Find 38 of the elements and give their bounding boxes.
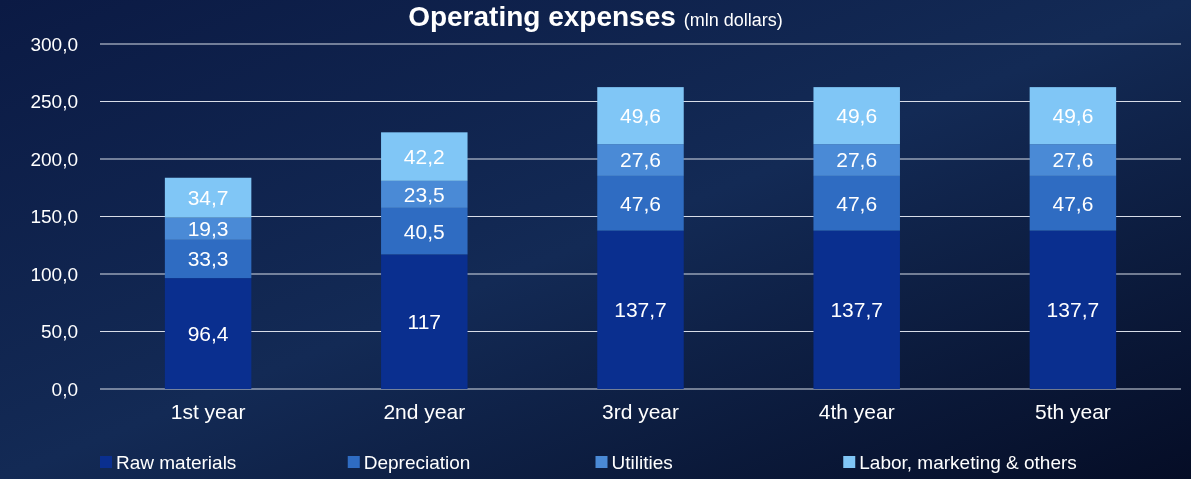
- legend-label: Depreciation: [363, 451, 471, 473]
- data-label: 49,6: [836, 103, 878, 127]
- data-label: 49,6: [1052, 103, 1094, 127]
- data-label: 27,6: [1052, 148, 1094, 172]
- y-tick-label: 0,0: [51, 378, 78, 400]
- chart-subtitle: (mln dollars): [683, 10, 783, 30]
- data-label: 117: [407, 310, 442, 334]
- x-tick-label: 1st year: [170, 400, 246, 423]
- y-tick-label: 100,0: [30, 263, 78, 285]
- data-label: 40,5: [403, 219, 445, 243]
- legend-label: Raw materials: [116, 451, 237, 473]
- data-label: 96,4: [187, 321, 229, 345]
- legend-label: Labor, marketing & others: [859, 451, 1077, 473]
- y-tick-label: 300,0: [30, 33, 78, 55]
- data-label: 47,6: [836, 191, 878, 215]
- data-label: 47,6: [620, 191, 661, 215]
- x-tick-label: 3rd year: [601, 400, 680, 423]
- data-label: 137,7: [614, 298, 667, 322]
- data-label: 137,7: [1046, 298, 1100, 322]
- x-tick-label: 2nd year: [383, 400, 466, 423]
- data-label: 27,6: [836, 148, 878, 172]
- chart-title: Operating expenses: [408, 1, 676, 32]
- y-tick-label: 50,0: [41, 321, 78, 343]
- data-label: 27,6: [620, 148, 661, 172]
- data-label: 23,5: [403, 182, 445, 206]
- y-tick-label: 150,0: [30, 206, 78, 228]
- y-tick-label: 250,0: [30, 91, 78, 113]
- data-label: 49,6: [620, 103, 661, 127]
- x-tick-label: 5th year: [1034, 400, 1111, 423]
- x-tick-label: 4th year: [818, 400, 895, 423]
- data-label: 33,3: [187, 247, 229, 271]
- data-label: 137,7: [830, 298, 883, 322]
- data-label: 34,7: [187, 186, 229, 210]
- legend-label: Utilities: [611, 451, 673, 473]
- data-label: 47,6: [1052, 191, 1094, 215]
- data-label: 42,2: [403, 144, 445, 168]
- data-label: 19,3: [187, 217, 229, 241]
- y-tick-label: 200,0: [30, 148, 78, 170]
